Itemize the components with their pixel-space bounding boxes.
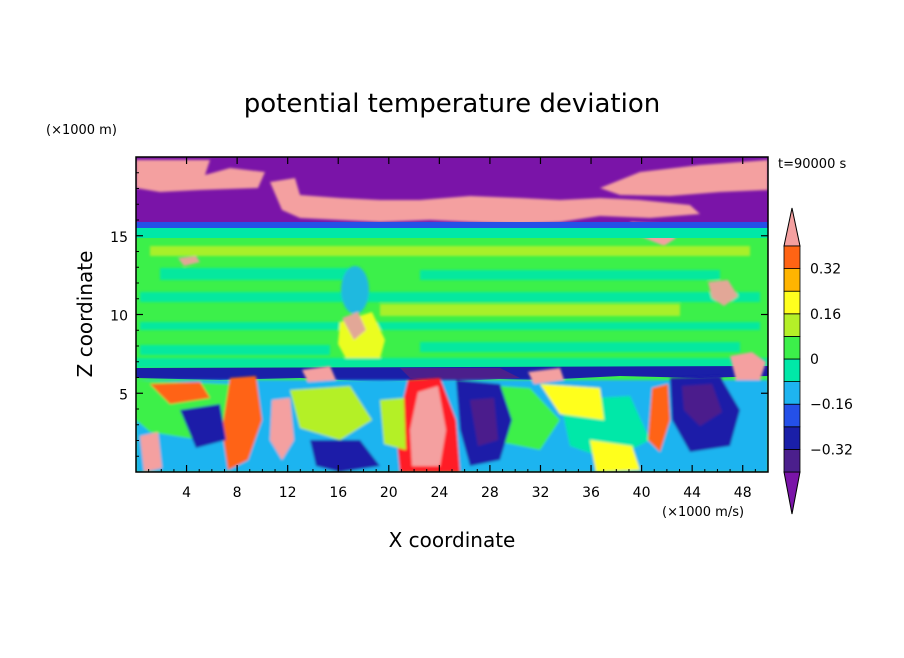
x-tick-label: 8: [233, 485, 242, 501]
lower-yellow-2: [590, 440, 640, 472]
x-tick-label: 36: [582, 485, 600, 501]
lower-yellow-1: [540, 384, 604, 420]
x-tick-label: 32: [532, 485, 550, 501]
colorbar-over-triangle: [783, 207, 801, 247]
lower-pink-2: [270, 398, 294, 460]
lower-green-5: [380, 398, 406, 450]
colorbar-swatch: [783, 290, 801, 315]
colorbar-label: −0.16: [810, 397, 853, 413]
mid-band-4: [140, 292, 760, 302]
colorbar-label: 0: [810, 352, 819, 368]
upper-pink-left: [136, 160, 265, 192]
y-unit-label: (×1000 m): [46, 123, 117, 138]
colorbar-swatch: [783, 335, 801, 360]
colorbar-label: −0.32: [810, 442, 853, 458]
y-tick-label: 5: [119, 387, 128, 403]
colorbar-swatch: [783, 448, 801, 473]
lower-orange-2: [222, 376, 262, 470]
x-tick-label: 12: [279, 485, 297, 501]
upper-pink-mid: [270, 178, 700, 224]
time-label: t=90000 s: [778, 157, 846, 172]
x-tick-label: 44: [683, 485, 701, 501]
right-pink-edge: [730, 352, 766, 380]
lower-navy-2: [180, 404, 226, 448]
x-tick-label: 4: [182, 485, 191, 501]
lower-pink-1: [410, 386, 446, 466]
upper-pink-right: [600, 160, 768, 196]
x-axis-title: X coordinate: [389, 528, 516, 552]
mid-band-7: [140, 345, 330, 355]
x-tick-label: 28: [481, 485, 499, 501]
transition-cyan: [136, 228, 768, 238]
mid-band-5: [380, 304, 680, 316]
mid-cyan-plume: [341, 266, 369, 314]
lower-purple-1: [682, 384, 722, 426]
colorbar-label: 0.32: [810, 262, 841, 278]
transition-blue: [136, 222, 768, 228]
x-axis: 4 8 12 16 20 24 28 32 36 40 44 48: [148, 157, 756, 501]
colorbar-swatch: [783, 426, 801, 450]
mid-band-3: [420, 270, 720, 280]
lower-navy-3: [310, 440, 380, 472]
mid-band-8: [420, 342, 740, 352]
x-tick-label: 20: [380, 485, 398, 501]
lower-green-2: [290, 386, 372, 440]
x-tick-label: 24: [430, 485, 448, 501]
y-tick-label: 15: [110, 230, 128, 246]
x-tick-label: 40: [633, 485, 651, 501]
pre-boundary-cyan: [136, 358, 768, 368]
colorbar-swatch: [783, 381, 801, 405]
colorbar-swatch: [783, 245, 801, 270]
mid-band-6: [140, 322, 760, 330]
boundary-pink-1: [528, 368, 564, 384]
lower-orange-3: [648, 384, 670, 452]
lower-purple-2: [470, 398, 498, 446]
colorbar-under-triangle: [783, 471, 801, 515]
right-pink-blob: [708, 280, 738, 306]
colorbar-swatch: [783, 358, 801, 383]
y-axis: 5 10 15: [110, 172, 768, 457]
colorbar-swatch: [783, 268, 801, 292]
mid-pink-plume: [342, 312, 366, 340]
colorbar-swatch: [783, 313, 801, 337]
colorbar: −0.32 −0.16 0 0.16 0.32: [783, 207, 853, 515]
lower-pink-3: [140, 432, 162, 472]
y-tick-label: 10: [110, 309, 128, 325]
mid-band-2: [160, 268, 360, 280]
colorbar-label: 0.16: [810, 307, 841, 323]
x-unit-label: (×1000 m/s): [662, 505, 744, 520]
colorbar-swatch: [783, 403, 801, 428]
chart-title: potential temperature deviation: [244, 89, 660, 119]
x-tick-label: 48: [734, 485, 752, 501]
mid-band-1: [150, 246, 750, 256]
x-tick-label: 16: [329, 485, 347, 501]
boundary-purple: [400, 368, 520, 382]
boundary-pink-2: [302, 366, 336, 382]
lower-orange-1: [150, 382, 210, 404]
y-axis-title: Z coordinate: [73, 251, 97, 378]
left-pink-blob: [178, 256, 200, 266]
contour-field: [136, 157, 768, 472]
